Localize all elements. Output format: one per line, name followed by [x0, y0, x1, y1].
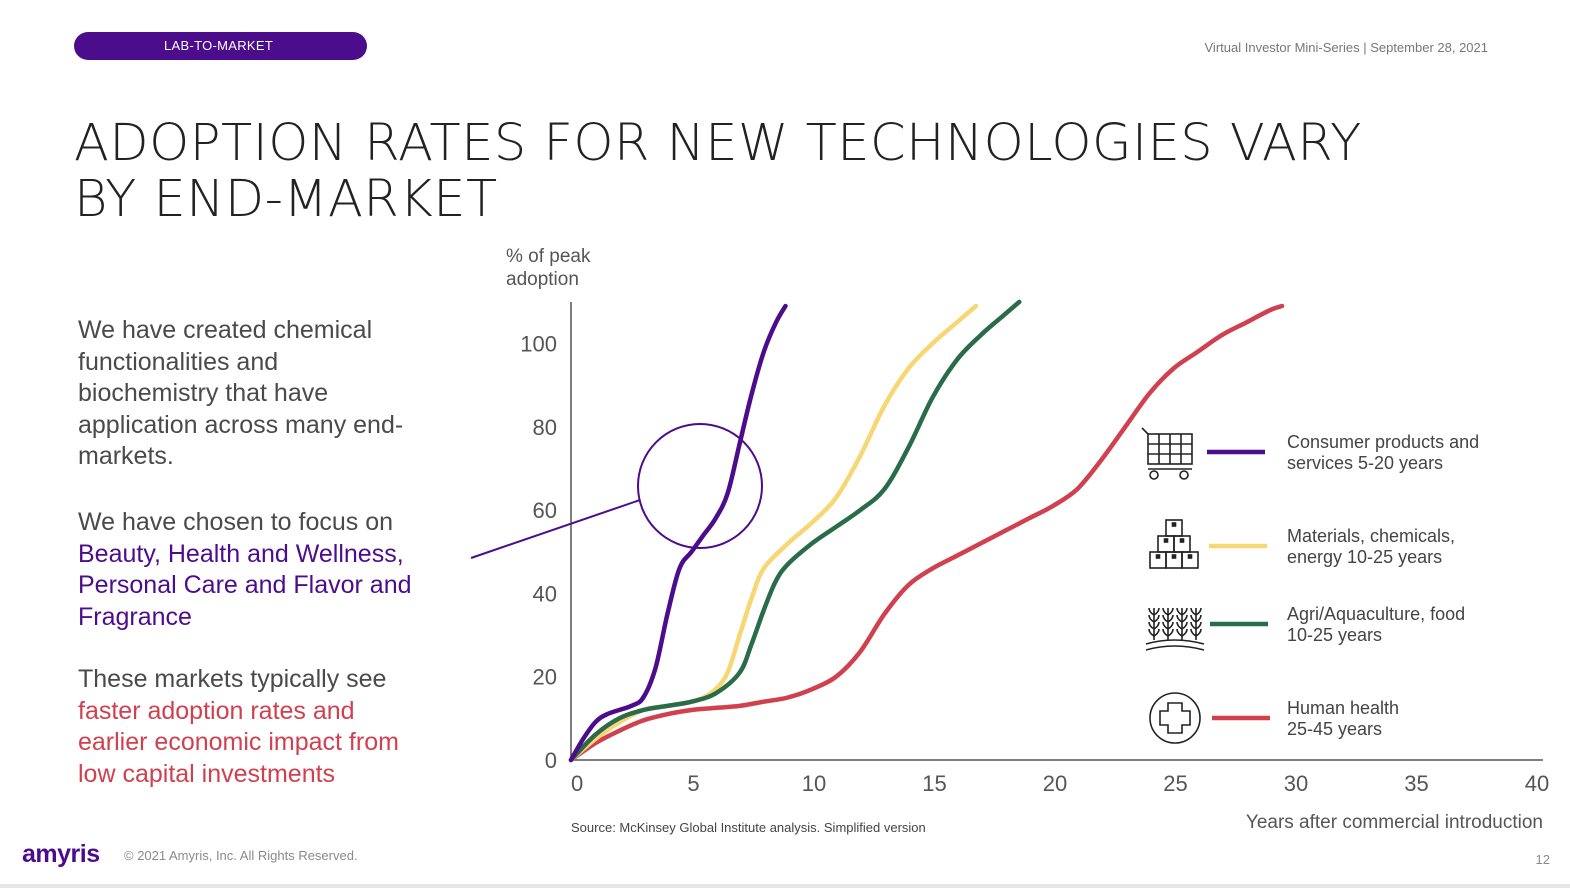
x-tick-label: 35: [1404, 771, 1428, 796]
source-note: Source: McKinsey Global Institute analys…: [571, 820, 926, 835]
legend-label: Human health: [1287, 698, 1399, 718]
focus-markets-line: Personal Care and Flavor and: [78, 571, 412, 599]
wheat-grain: [1162, 614, 1174, 623]
wheat-grain: [1176, 607, 1188, 616]
medical-cross-icon: [1149, 692, 1201, 744]
field-line: [1145, 645, 1205, 651]
wheat-grain: [1148, 628, 1160, 637]
adoption-benefit-line: low capital investments: [78, 759, 336, 788]
callout-line: [470, 499, 641, 559]
event-label: Virtual Investor Mini-Series | September…: [1204, 40, 1489, 55]
series-line-human-health: [568, 303, 1285, 763]
paragraph-focus: We have chosen to focus on Beauty, Healt…: [78, 507, 478, 633]
field-line: [1145, 639, 1205, 645]
wheat-grain: [1176, 628, 1188, 637]
x-axis-title: Years after commercial introduction: [1246, 812, 1543, 833]
paragraph-line: These markets typically see: [78, 665, 387, 693]
box-label: [1187, 554, 1193, 559]
y-axis-title: adoption: [506, 269, 579, 290]
highlight-circle: [637, 423, 763, 549]
wheat-grain: [1148, 614, 1160, 623]
legend-label: 25-45 years: [1287, 719, 1382, 739]
x-tick-label: 5: [687, 771, 699, 796]
box: [1165, 519, 1183, 537]
paragraph-line: biochemistry that have: [78, 379, 329, 407]
bottom-divider: [0, 884, 1570, 888]
y-tick-label: 100: [520, 332, 557, 357]
legend-label: Consumer products and: [1287, 432, 1479, 452]
wheat-grain: [1162, 621, 1174, 630]
x-tick-label: 25: [1163, 771, 1187, 796]
y-tick-label: 60: [533, 498, 557, 523]
page-number: 12: [1535, 852, 1550, 867]
legend-label: energy 10-25 years: [1287, 547, 1442, 567]
amyris-logo: amyris: [22, 840, 100, 868]
x-tick-label: 0: [571, 771, 583, 796]
copyright: © 2021 Amyris, Inc. All Rights Reserved.: [124, 848, 358, 863]
wheat-grain: [1148, 607, 1160, 616]
y-tick-label: 0: [545, 748, 557, 773]
focus-markets-line: Fragrance: [78, 602, 192, 631]
wheat-grain: [1162, 628, 1174, 637]
shopping-cart-icon: [1141, 427, 1193, 480]
box-label: [1171, 554, 1177, 559]
paragraph-adoption: These markets typically see faster adopt…: [78, 664, 478, 790]
box-label: [1171, 522, 1177, 527]
page-title-line-2: BY END-MARKET: [74, 170, 498, 229]
cart-wheel: [1149, 470, 1159, 480]
wheat-grain: [1162, 607, 1174, 616]
series-line-agri-aquaculture: [568, 299, 1022, 763]
cart-handle: [1141, 427, 1149, 435]
series-line-materials-chemicals: [568, 303, 979, 763]
wheat-grain: [1190, 607, 1202, 616]
paragraph-capabilities: We have created chemical functionalities…: [78, 315, 478, 473]
focus-markets-line: Beauty, Health and Wellness,: [78, 539, 404, 568]
x-tick-label: 20: [1043, 771, 1067, 796]
legend-label: services 5-20 years: [1287, 453, 1443, 473]
page-title: ADOPTION RATES FOR NEW TECHNOLOGIES VARY…: [74, 116, 1494, 228]
series-line-consumer-products: [568, 303, 788, 763]
section-tag-label: LAB-TO-MARKET: [164, 38, 274, 53]
paragraph-line: functionalities and: [78, 347, 279, 376]
y-axis-title: % of peak: [506, 246, 591, 267]
wheat-grain: [1190, 621, 1202, 630]
paragraph-line: We have chosen to focus on: [78, 508, 394, 536]
health-circle: [1149, 692, 1201, 744]
section-tag: LAB-TO-MARKET: [74, 32, 367, 60]
x-tick-label: 10: [802, 771, 826, 796]
adoption-benefit-line: earlier economic impact from: [78, 728, 399, 756]
x-tick-label: 30: [1284, 771, 1308, 796]
paragraph-line: markets.: [78, 442, 174, 470]
legend-label: Agri/Aquaculture, food: [1287, 604, 1465, 624]
box-label: [1179, 538, 1185, 543]
legend-label: 10-25 years: [1287, 625, 1382, 645]
paragraph-line: We have created chemical: [78, 316, 373, 344]
box-label: [1163, 538, 1169, 543]
wheat-grain: [1190, 614, 1202, 623]
adoption-benefit-line: faster adoption rates and: [78, 696, 355, 725]
boxes-icon: [1149, 519, 1199, 569]
cart-wheel: [1179, 470, 1189, 480]
y-tick-label: 80: [533, 415, 557, 440]
paragraph-line: application across many end-: [78, 410, 404, 439]
wheat-grain: [1176, 614, 1188, 623]
wheat-grain: [1190, 628, 1202, 637]
legend-label: Materials, chemicals,: [1287, 526, 1455, 546]
x-tick-label: 40: [1525, 771, 1549, 796]
page-title-line-1: ADOPTION RATES FOR NEW TECHNOLOGIES VARY: [74, 114, 1362, 173]
box-label: [1155, 554, 1161, 559]
wheat-grain: [1176, 621, 1188, 630]
wheat-grain: [1148, 621, 1160, 630]
wheat-field-icon: [1145, 607, 1205, 651]
legend-item-materials-chemicals: Materials, chemicals,energy 10-25 years: [1149, 519, 1455, 569]
health-cross: [1159, 702, 1191, 734]
x-tick-label: 15: [922, 771, 946, 796]
y-tick-label: 20: [533, 665, 557, 690]
y-tick-label: 40: [533, 581, 557, 606]
